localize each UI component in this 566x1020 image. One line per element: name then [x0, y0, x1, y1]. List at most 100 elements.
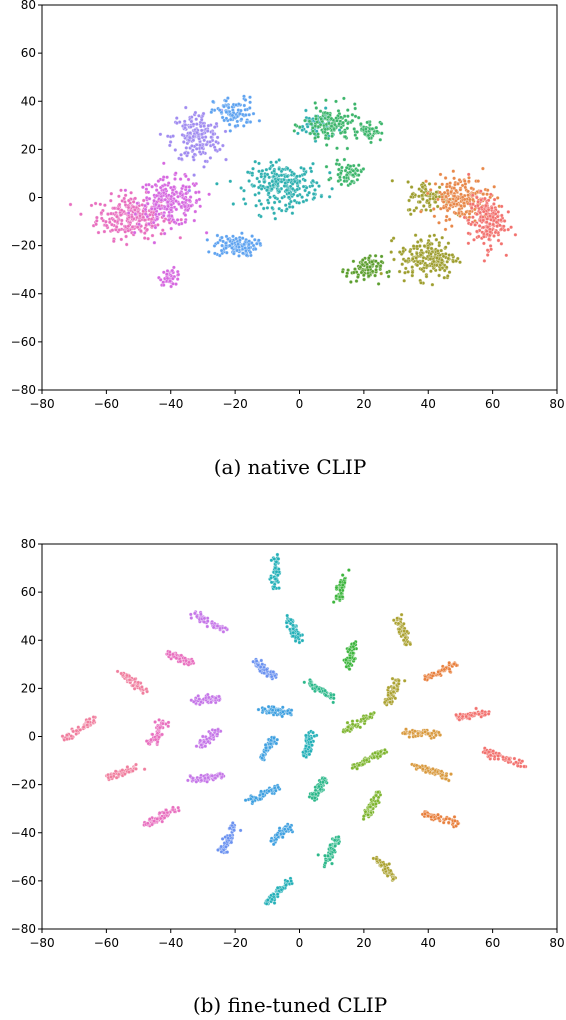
scatter-point: [91, 718, 96, 723]
scatter-point: [469, 222, 473, 227]
scatter-point: [161, 213, 166, 218]
scatter-point: [300, 128, 305, 132]
scatter-point: [469, 206, 474, 210]
scatter-point: [352, 641, 356, 646]
scatter-point: [192, 173, 196, 177]
scatter-point: [115, 214, 119, 219]
scatter-point: [271, 892, 276, 897]
scatter-point: [81, 725, 86, 729]
scatter-point: [400, 262, 405, 267]
scatter-point: [300, 195, 304, 199]
scatter-point: [308, 166, 313, 171]
scatter-point: [353, 114, 358, 119]
scatter-point: [172, 265, 176, 270]
scatter-point: [332, 838, 337, 843]
scatter-point: [187, 135, 192, 140]
scatter-point: [251, 243, 256, 248]
scatter-point: [261, 206, 266, 211]
scatter-point: [358, 725, 363, 730]
scatter-point: [292, 172, 296, 176]
scatter-point: [272, 557, 277, 561]
scatter-point: [447, 217, 452, 222]
scatter-point: [324, 143, 329, 147]
scatter-point: [239, 117, 244, 122]
scatter-point: [254, 241, 259, 246]
scatter-point: [419, 209, 423, 214]
scatter-point: [483, 196, 487, 201]
scatter-point: [176, 805, 181, 810]
scatter-point: [301, 199, 306, 204]
scatter-point: [411, 244, 416, 248]
scatter-point: [432, 729, 436, 733]
scatter-point: [406, 270, 410, 274]
scatter-point: [346, 114, 350, 119]
scatter-point: [274, 172, 279, 177]
scatter-point: [234, 236, 238, 241]
scatter-point: [153, 737, 158, 742]
scatter-point: [127, 770, 131, 774]
scatter-point: [208, 140, 212, 144]
scatter-point: [126, 211, 131, 215]
scatter-point: [197, 697, 202, 701]
scatter-point: [93, 201, 98, 206]
scatter-point: [255, 176, 260, 181]
scatter-point: [410, 252, 414, 257]
scatter-point: [270, 897, 274, 902]
scatter-point: [353, 267, 357, 271]
scatter-point: [165, 269, 170, 273]
scatter-point: [175, 277, 180, 281]
scatter-point: [309, 169, 314, 174]
scatter-point: [187, 660, 191, 665]
scatter-point: [485, 253, 490, 257]
scatter-point: [133, 196, 138, 201]
scatter-point: [177, 222, 181, 227]
scatter-point: [459, 192, 463, 197]
scatter-point: [223, 241, 228, 246]
scatter-point: [484, 229, 489, 234]
scatter-point: [323, 127, 328, 132]
scatter-point: [359, 270, 364, 275]
scatter-point: [295, 187, 300, 192]
scatter-point: [342, 179, 347, 183]
scatter-point: [360, 762, 365, 767]
scatter-point: [263, 174, 267, 179]
scatter-point: [414, 206, 419, 210]
scatter-point: [287, 711, 292, 715]
scatter-point: [153, 225, 158, 230]
scatter-point: [257, 179, 262, 184]
scatter-point: [223, 626, 228, 630]
scatter-point: [180, 133, 185, 137]
scatter-point: [164, 207, 169, 211]
scatter-point: [142, 218, 147, 222]
scatter-point: [418, 252, 423, 257]
scatter-point: [123, 229, 128, 234]
scatter-point: [268, 745, 272, 750]
scatter-point: [188, 612, 193, 617]
scatter-point: [302, 172, 307, 177]
scatter-point: [414, 256, 419, 260]
scatter-point: [174, 656, 179, 661]
scatter-point: [340, 595, 345, 599]
scatter-point: [416, 731, 420, 736]
scatter-point: [160, 228, 165, 233]
scatter-point: [285, 174, 290, 179]
x-tick-label: 80: [549, 397, 564, 411]
scatter-point: [187, 198, 192, 203]
scatter-point: [171, 805, 175, 810]
scatter-point: [203, 159, 208, 164]
scatter-point: [342, 157, 347, 162]
scatter-point: [220, 243, 224, 248]
scatter-point: [211, 99, 215, 104]
scatter-point: [356, 163, 361, 168]
scatter-point: [481, 166, 485, 171]
scatter-point: [188, 774, 193, 779]
scatter-point: [430, 282, 435, 287]
scatter-point: [161, 175, 166, 179]
scatter-point: [408, 249, 412, 254]
scatter-point: [423, 770, 428, 775]
scatter-point: [447, 270, 452, 275]
scatter-point: [296, 632, 301, 636]
scatter-point: [424, 208, 428, 212]
scatter-point: [71, 729, 76, 734]
scatter-point: [388, 868, 393, 873]
